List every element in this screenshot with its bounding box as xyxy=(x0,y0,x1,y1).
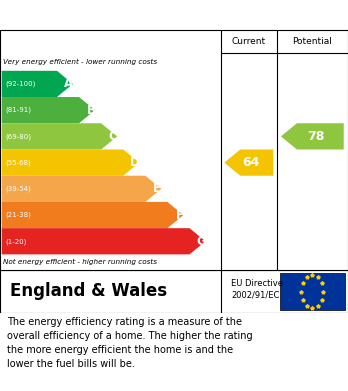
Polygon shape xyxy=(224,149,273,176)
Text: D: D xyxy=(130,156,140,169)
Text: EU Directive
2002/91/EC: EU Directive 2002/91/EC xyxy=(231,279,283,300)
Polygon shape xyxy=(2,176,161,202)
Text: (39-54): (39-54) xyxy=(5,186,31,192)
Polygon shape xyxy=(2,149,139,176)
Text: A: A xyxy=(64,77,73,90)
Text: (1-20): (1-20) xyxy=(5,238,26,244)
Text: Very energy efficient - lower running costs: Very energy efficient - lower running co… xyxy=(3,59,158,65)
Text: Not energy efficient - higher running costs: Not energy efficient - higher running co… xyxy=(3,259,158,265)
Bar xyxy=(280,273,345,310)
Text: Potential: Potential xyxy=(292,37,332,46)
Polygon shape xyxy=(281,123,344,149)
Text: Energy Efficiency Rating: Energy Efficiency Rating xyxy=(10,7,232,23)
Polygon shape xyxy=(2,123,117,149)
Text: (69-80): (69-80) xyxy=(5,133,31,140)
Text: England & Wales: England & Wales xyxy=(10,283,168,301)
Polygon shape xyxy=(2,228,206,255)
Text: C: C xyxy=(109,130,118,143)
Text: 78: 78 xyxy=(307,130,324,143)
Text: (21-38): (21-38) xyxy=(5,212,31,218)
Polygon shape xyxy=(2,202,183,228)
Text: Current: Current xyxy=(232,37,266,46)
Polygon shape xyxy=(2,71,73,97)
Text: The energy efficiency rating is a measure of the
overall efficiency of a home. T: The energy efficiency rating is a measur… xyxy=(7,317,253,369)
Text: F: F xyxy=(175,208,183,222)
Text: G: G xyxy=(197,235,206,248)
Text: B: B xyxy=(87,104,96,117)
Text: (92-100): (92-100) xyxy=(5,81,35,87)
Text: (55-68): (55-68) xyxy=(5,160,31,166)
Polygon shape xyxy=(2,97,95,123)
Text: E: E xyxy=(153,182,161,196)
Text: (81-91): (81-91) xyxy=(5,107,31,113)
Text: 64: 64 xyxy=(243,156,260,169)
